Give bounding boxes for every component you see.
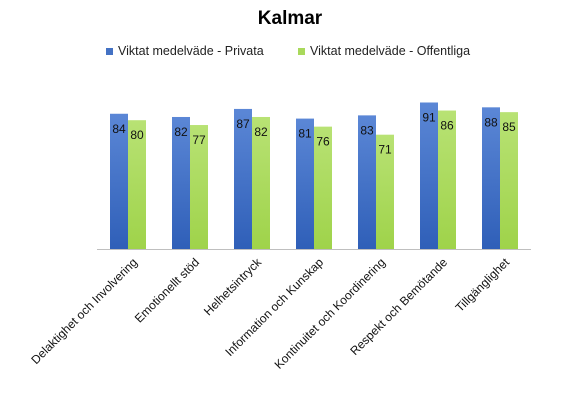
data-label-offentliga-1: 77	[192, 133, 206, 147]
bar-privata-4	[358, 115, 376, 250]
bar-offentliga-6	[500, 112, 518, 250]
data-label-offentliga-3: 76	[316, 135, 330, 149]
legend: Viktat medelväde - Privata Viktat medelv…	[0, 44, 580, 62]
bar-privata-5	[420, 102, 438, 250]
category-label-1: Emotionellt stöd	[132, 255, 202, 325]
category-label-2: Helhetsintryck	[201, 255, 265, 319]
legend-swatch-privata	[106, 47, 113, 55]
bar-privata-6	[482, 107, 500, 249]
data-label-offentliga-0: 80	[130, 128, 144, 142]
legend-item-offentliga: Viktat medelväde - Offentliga	[298, 44, 470, 58]
legend-swatch-offentliga	[298, 47, 305, 55]
data-label-privata-2: 87	[236, 117, 250, 131]
bar-privata-1	[172, 116, 190, 249]
category-label-4: Kontinuitet och Koordinering	[272, 255, 389, 372]
legend-label-privata: Viktat medelväde - Privata	[118, 44, 264, 58]
bar-privata-3	[296, 118, 314, 249]
data-label-privata-6: 88	[484, 115, 498, 129]
bar-offentliga-3	[314, 126, 332, 249]
data-label-privata-4: 83	[360, 123, 374, 137]
bar-offentliga-1	[190, 125, 208, 249]
bar-offentliga-4	[376, 134, 394, 249]
chart-title: Kalmar	[257, 8, 323, 29]
data-label-offentliga-6: 85	[502, 120, 516, 134]
data-label-offentliga-2: 82	[254, 125, 268, 139]
data-label-offentliga-4: 71	[378, 143, 392, 157]
data-label-privata-3: 81	[298, 127, 312, 141]
bar-offentliga-0	[128, 120, 146, 249]
data-label-privata-1: 82	[174, 125, 188, 139]
data-label-privata-5: 91	[422, 110, 436, 124]
legend-label-offentliga: Viktat medelväde - Offentliga	[310, 44, 471, 58]
legend-item-privata: Viktat medelväde - Privata	[106, 44, 264, 58]
category-label-6: Tillgänglighet	[453, 255, 513, 315]
bar-offentliga-2	[252, 116, 270, 249]
category-label-0: Delaktighet och Involvering	[28, 255, 140, 367]
data-label-privata-0: 84	[112, 122, 126, 136]
bar-privata-0	[110, 113, 128, 249]
bar-privata-2	[234, 108, 252, 250]
bar-offentliga-5	[438, 110, 456, 249]
data-label-offentliga-5: 86	[440, 119, 454, 133]
